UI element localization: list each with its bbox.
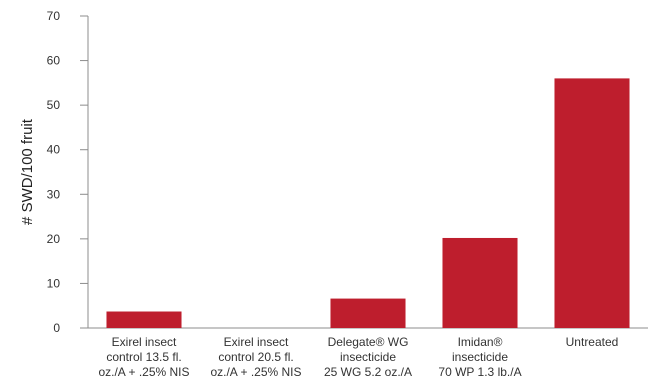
- y-tick-label: 70: [47, 9, 61, 23]
- x-category-label-line: oz./A + .25% NIS: [98, 365, 189, 379]
- x-category-label-line: control 20.5 fl.: [218, 350, 293, 364]
- x-category-label-line: 25 WG 5.2 oz./A: [324, 365, 412, 379]
- bar: [554, 78, 630, 329]
- x-category-label-line: oz./A + .25% NIS: [210, 365, 301, 379]
- x-category-label-line: Untreated: [566, 335, 619, 349]
- bar: [106, 311, 182, 328]
- x-category-label-line: control 13.5 fl.: [106, 350, 181, 364]
- y-axis-title: # SWD/100 fruit: [19, 118, 36, 225]
- y-tick-label: 30: [47, 187, 61, 201]
- x-category-label-line: Imidan®: [458, 335, 503, 349]
- x-category-label-line: insecticide: [452, 350, 508, 364]
- x-category-label: Delegate® WG insecticide 25 WG 5.2 oz./A: [324, 335, 412, 379]
- y-tick-label: 40: [47, 143, 61, 157]
- bar: [442, 237, 518, 328]
- x-category-label: Exirel insect control 13.5 fl. oz./A + .25…: [98, 335, 189, 379]
- x-category-label-line: Delegate® WG: [328, 335, 409, 349]
- x-category-label-line: Exirel insect: [224, 335, 289, 349]
- bars: [106, 78, 630, 329]
- x-category-label-line: insecticide: [340, 350, 396, 364]
- y-tick-label: 50: [47, 98, 61, 112]
- x-category-label-line: 70 WP 1.3 lb./A: [438, 365, 521, 379]
- bar: [330, 298, 406, 328]
- y-tick-label: 60: [47, 54, 61, 68]
- x-category-label: Imidan® insecticide 70 WP 1.3 lb./A: [438, 335, 521, 379]
- x-category-label: Exirel insect control 20.5 fl. oz./A + .25…: [210, 335, 301, 379]
- y-tick-label: 0: [53, 321, 60, 335]
- y-tick-label: 10: [47, 276, 61, 290]
- x-category-label-line: Exirel insect: [112, 335, 177, 349]
- y-tick-label: 20: [47, 232, 61, 246]
- x-category-label: Untreated: [566, 335, 619, 349]
